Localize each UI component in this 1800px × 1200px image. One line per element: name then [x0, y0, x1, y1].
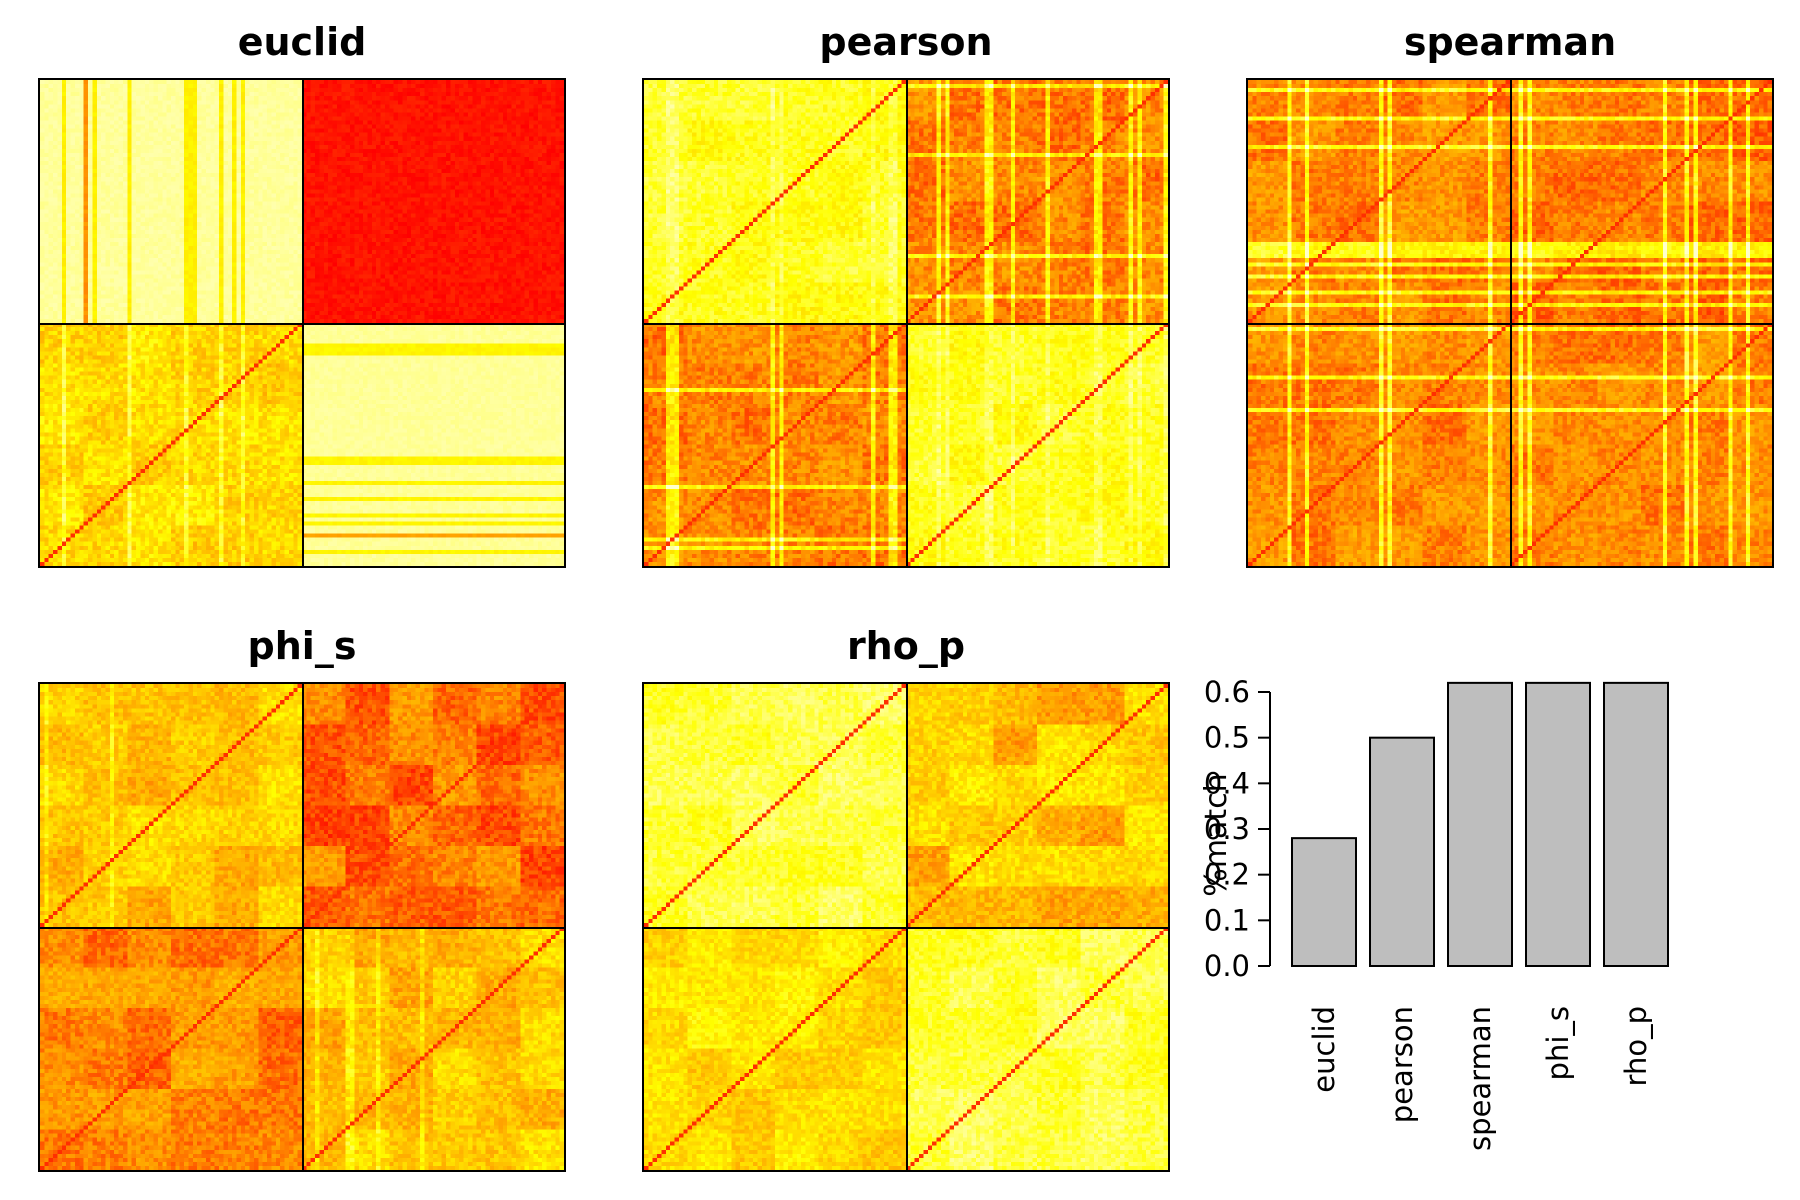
- heatmap-panel-spearman: spearman: [1246, 20, 1774, 570]
- bar-pearson: [1369, 736, 1435, 967]
- heatmap-panel-euclid: euclid: [38, 20, 566, 570]
- group-divider-horizontal: [644, 927, 1168, 929]
- heatmap-panel-rho-p: rho_p: [642, 624, 1170, 1174]
- y-axis: 0.0 0.1 0.2 0.3 0.4 0.5 0.6: [1204, 675, 1271, 983]
- heatmap-panel-pearson: pearson: [642, 20, 1170, 570]
- x-tick-label: rho_p: [1619, 1006, 1653, 1086]
- group-divider-horizontal: [1248, 323, 1772, 325]
- group-divider-horizontal: [40, 323, 564, 325]
- bar-euclid: [1291, 837, 1357, 967]
- y-tick-label: 0.5: [1204, 721, 1250, 755]
- y-tick-label: 0.1: [1204, 903, 1250, 937]
- y-tick-label: 0.6: [1204, 675, 1250, 709]
- y-tick-label: 0.2: [1204, 858, 1250, 892]
- bar-chart-match: 0.0 0.1 0.2 0.3 0.4 0.5 0.6 euclid pearson spear…: [1199, 675, 1669, 1151]
- heatmap-euclid: [38, 78, 566, 568]
- panel-title: spearman: [1403, 20, 1617, 64]
- heatmap-rho-p: [642, 682, 1170, 1172]
- panel-title: euclid: [237, 20, 367, 64]
- group-divider-horizontal: [644, 323, 1168, 325]
- panel-title: phi_s: [247, 624, 357, 668]
- bar-rho-p: [1603, 681, 1669, 967]
- heatmap-phi-s: [38, 682, 566, 1172]
- x-tick-labels: euclid pearson spearman phi_s rho_p: [1307, 1006, 1653, 1151]
- x-tick-label: euclid: [1307, 1006, 1341, 1093]
- group-divider-horizontal: [40, 927, 564, 929]
- heatmap-spearman: [1246, 78, 1774, 568]
- bar-spearman: [1447, 681, 1513, 967]
- x-tick-label: spearman: [1463, 1006, 1497, 1151]
- x-tick-label: pearson: [1385, 1006, 1419, 1123]
- bar-phi-s: [1525, 681, 1591, 967]
- heatmap-pearson: [642, 78, 1170, 568]
- heatmap-panel-phi-s: phi_s: [38, 624, 566, 1174]
- y-tick-label: 0.4: [1204, 766, 1250, 800]
- y-axis-label: %match: [1199, 773, 1234, 896]
- bar-series: [1291, 681, 1669, 967]
- y-tick-label: 0.3: [1204, 812, 1250, 846]
- x-tick-label: phi_s: [1541, 1006, 1575, 1080]
- y-tick-label: 0.0: [1204, 949, 1250, 983]
- panel-title: rho_p: [846, 624, 966, 668]
- panel-title: pearson: [819, 20, 993, 64]
